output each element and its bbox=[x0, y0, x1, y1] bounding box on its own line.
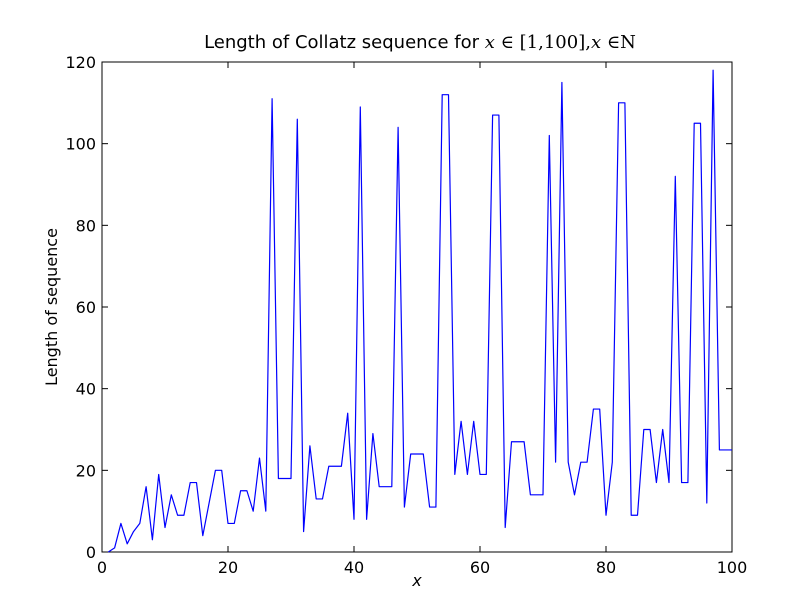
y-tick-label: 40 bbox=[76, 380, 96, 399]
y-tick-label: 100 bbox=[65, 135, 96, 154]
chart-title: Length of Collatz sequence for x ∈ [1,10… bbox=[204, 32, 636, 53]
y-tick-label: 120 bbox=[65, 53, 96, 72]
title-range: [1,100] bbox=[520, 32, 586, 53]
y-axis-ticks: 0 20 40 60 80 100 120 bbox=[65, 53, 732, 562]
x-tick-label: 0 bbox=[97, 558, 107, 577]
title-comma: , bbox=[585, 32, 591, 53]
title-prefix: Length of Collatz sequence for bbox=[204, 32, 485, 53]
y-tick-label: 80 bbox=[76, 216, 96, 235]
y-tick-label: 20 bbox=[76, 461, 96, 480]
title-in-symbol: ∈ bbox=[495, 32, 520, 53]
title-var-x-2: x bbox=[591, 32, 601, 53]
title-set-n: N bbox=[620, 32, 636, 53]
title-in-symbol-2: ∈ bbox=[601, 32, 620, 53]
y-tick-label: 60 bbox=[76, 298, 96, 317]
x-tick-label: 80 bbox=[596, 558, 616, 577]
x-tick-label: 100 bbox=[717, 558, 748, 577]
series-layer bbox=[107, 69, 732, 553]
plot-area: 0 20 40 60 80 100 0 20 40 60 80 100 120 bbox=[65, 53, 747, 577]
x-tick-label: 20 bbox=[218, 558, 238, 577]
y-tick-label: 0 bbox=[86, 543, 96, 562]
x-axis-label: x bbox=[411, 571, 422, 590]
series-line-0 bbox=[107, 69, 732, 553]
x-tick-label: 60 bbox=[470, 558, 490, 577]
y-axis-label: Length of sequence bbox=[42, 228, 61, 386]
title-var-x: x bbox=[485, 32, 495, 53]
x-tick-label: 40 bbox=[344, 558, 364, 577]
x-axis-ticks: 0 20 40 60 80 100 bbox=[97, 62, 747, 577]
